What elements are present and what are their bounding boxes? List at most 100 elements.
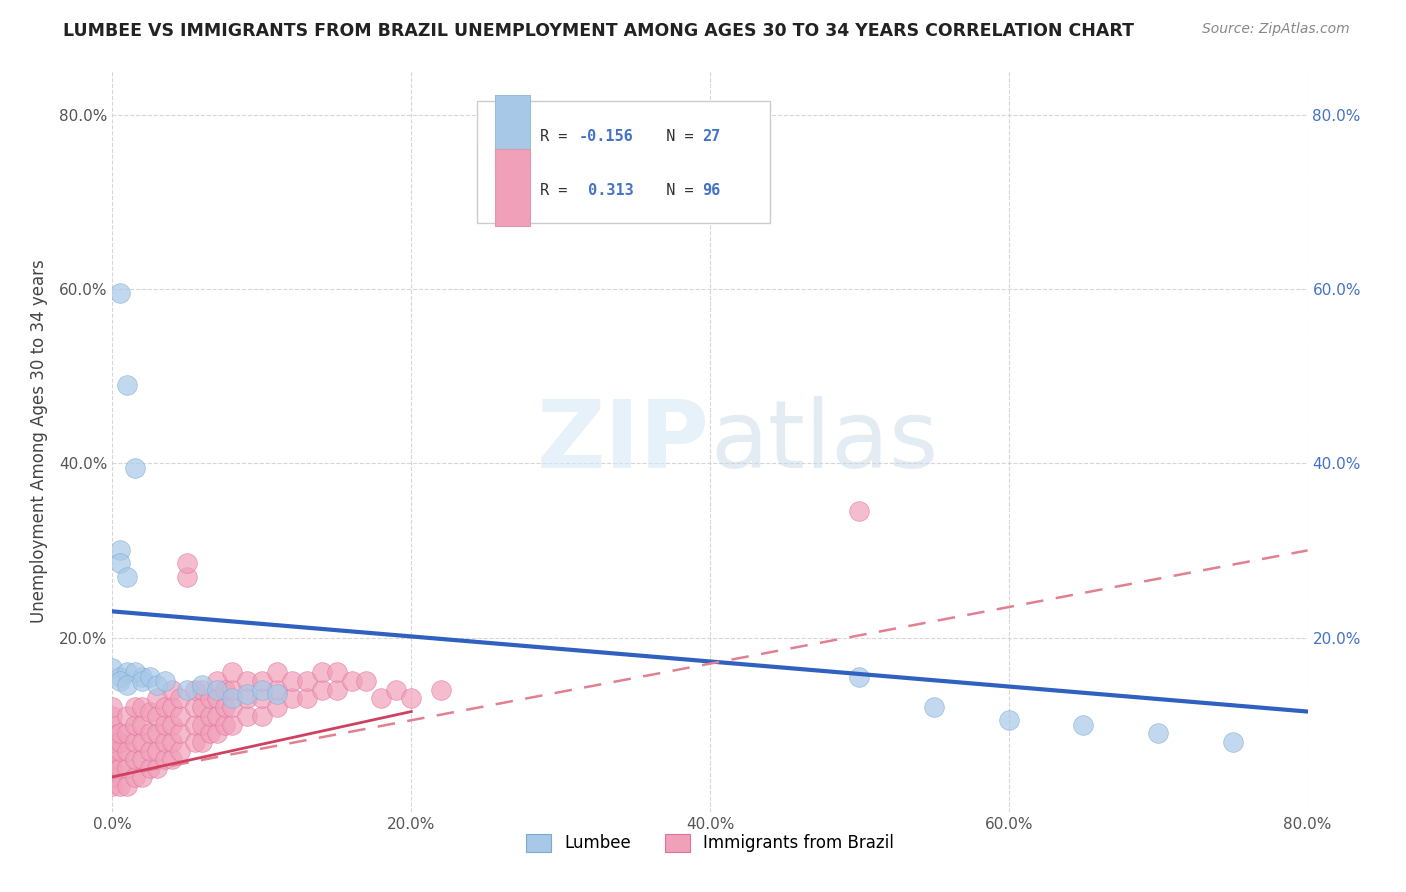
Point xyxy=(236,687,259,701)
Point xyxy=(101,779,124,793)
Point xyxy=(250,691,273,706)
Point xyxy=(108,674,131,689)
Point xyxy=(101,744,124,758)
Point xyxy=(311,665,333,680)
Point xyxy=(250,682,273,697)
Point xyxy=(101,770,124,784)
Point xyxy=(139,761,162,775)
Point xyxy=(848,504,870,518)
Point xyxy=(131,670,153,684)
Point xyxy=(146,678,169,692)
Point xyxy=(221,682,243,697)
Point xyxy=(162,682,183,697)
Point xyxy=(205,726,228,740)
Point xyxy=(146,709,169,723)
Point xyxy=(108,557,131,571)
Point xyxy=(169,709,191,723)
Point xyxy=(221,717,243,731)
Point xyxy=(101,700,124,714)
Point xyxy=(169,691,191,706)
Point xyxy=(191,717,214,731)
Text: R =: R = xyxy=(540,129,576,145)
Point xyxy=(401,691,423,706)
Point xyxy=(311,682,333,697)
Point xyxy=(117,744,139,758)
Point xyxy=(153,735,176,749)
Point xyxy=(117,569,139,583)
Point xyxy=(266,665,288,680)
Point xyxy=(505,186,527,201)
Point xyxy=(146,761,169,775)
Point xyxy=(117,665,139,680)
Point xyxy=(214,682,236,697)
Point xyxy=(325,682,347,697)
Point xyxy=(124,717,146,731)
Point xyxy=(848,670,870,684)
Point xyxy=(162,752,183,766)
Point xyxy=(124,770,146,784)
Point xyxy=(430,682,453,697)
Point xyxy=(153,674,176,689)
Point xyxy=(108,761,131,775)
Point xyxy=(139,670,162,684)
Point xyxy=(922,700,945,714)
Legend: Lumbee, Immigrants from Brazil: Lumbee, Immigrants from Brazil xyxy=(520,827,900,859)
Point xyxy=(108,726,131,740)
Point xyxy=(117,761,139,775)
Point xyxy=(205,709,228,723)
Point xyxy=(176,569,198,583)
Point xyxy=(117,709,139,723)
Point xyxy=(236,709,259,723)
Point xyxy=(108,744,131,758)
Point xyxy=(101,726,124,740)
Text: N =: N = xyxy=(648,183,703,198)
Point xyxy=(162,717,183,731)
Point xyxy=(176,682,198,697)
Point xyxy=(108,670,131,684)
FancyBboxPatch shape xyxy=(495,95,530,171)
Point xyxy=(221,665,243,680)
Point xyxy=(153,700,176,714)
Point xyxy=(191,678,214,692)
Point xyxy=(146,726,169,740)
Point xyxy=(198,726,221,740)
FancyBboxPatch shape xyxy=(477,101,770,223)
Point xyxy=(176,557,198,571)
Point xyxy=(266,682,288,697)
Point xyxy=(295,691,318,706)
Point xyxy=(191,700,214,714)
Point xyxy=(117,779,139,793)
Point xyxy=(325,665,347,680)
Point xyxy=(205,691,228,706)
Point xyxy=(169,744,191,758)
Point xyxy=(139,705,162,719)
Point xyxy=(205,674,228,689)
Point xyxy=(146,691,169,706)
Point xyxy=(108,779,131,793)
Text: 96: 96 xyxy=(702,183,720,198)
Point xyxy=(183,717,205,731)
Point xyxy=(340,674,363,689)
Text: Source: ZipAtlas.com: Source: ZipAtlas.com xyxy=(1202,22,1350,37)
Point xyxy=(153,752,176,766)
Point xyxy=(370,691,392,706)
Point xyxy=(356,674,378,689)
Text: R =: R = xyxy=(540,183,576,198)
Point xyxy=(101,709,124,723)
Point xyxy=(183,682,205,697)
FancyBboxPatch shape xyxy=(495,149,530,226)
Point xyxy=(131,700,153,714)
Point xyxy=(108,286,131,301)
Point xyxy=(221,700,243,714)
Point xyxy=(250,709,273,723)
Point xyxy=(1073,717,1095,731)
Point xyxy=(198,691,221,706)
Point xyxy=(221,691,243,706)
Point xyxy=(250,674,273,689)
Point xyxy=(101,735,124,749)
Point xyxy=(131,752,153,766)
Point xyxy=(236,674,259,689)
Point xyxy=(101,717,124,731)
Point xyxy=(108,735,131,749)
Point xyxy=(101,752,124,766)
